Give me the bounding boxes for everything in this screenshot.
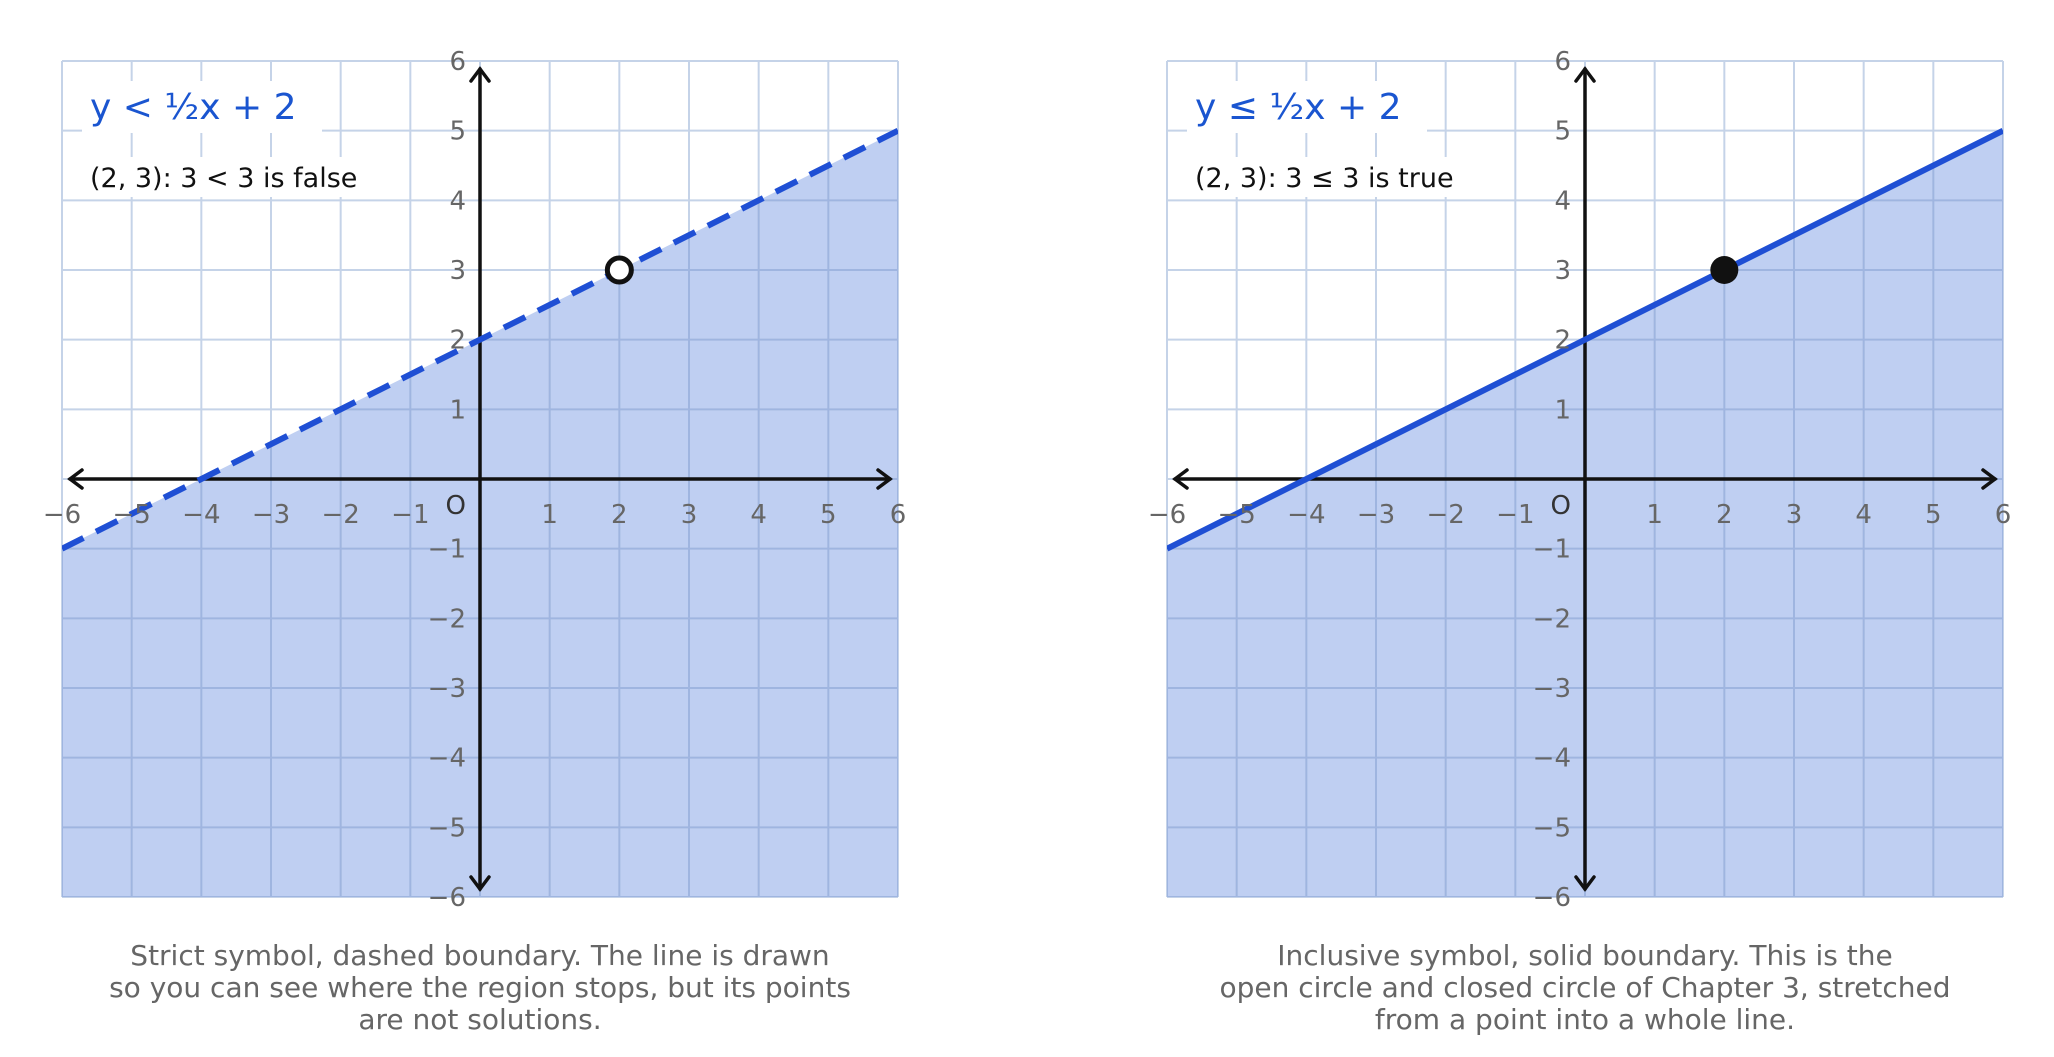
- y-tick-label: 5: [1554, 117, 1571, 147]
- caption-line: from a point into a whole line.: [1374, 1003, 1796, 1036]
- origin-label: O: [1551, 491, 1571, 521]
- caption-strict: Strict symbol, dashed boundary. The line…: [50, 940, 910, 1036]
- closed-circle-point: [1710, 256, 1739, 284]
- x-tick-label: 1: [541, 500, 558, 530]
- y-tick-label: 6: [1554, 47, 1571, 77]
- panel-inclusive: y ≤ ½x + 2 (2, 3): 3 ≤ 3 is true −6 −5 −4 −3 −…: [1148, 47, 2011, 913]
- y-tick-label: −1: [1533, 535, 1571, 565]
- x-tick-label: 3: [681, 500, 698, 530]
- x-tick-label: 1: [1646, 500, 1663, 530]
- x-tick-label: 5: [1925, 500, 1942, 530]
- x-tick-label: 2: [611, 500, 628, 530]
- y-tick-label: 1: [449, 395, 466, 425]
- caption-line: Strict symbol, dashed boundary. The line…: [130, 939, 830, 972]
- x-tick-label: −5: [113, 500, 151, 530]
- x-tick-label: −2: [322, 500, 360, 530]
- x-axis-right-arrow: [1981, 468, 1998, 490]
- y-tick-label: −6: [428, 883, 466, 913]
- x-tick-label: −4: [182, 500, 220, 530]
- x-tick-label: 4: [1855, 500, 1872, 530]
- title-background: [82, 81, 322, 133]
- test-point-annotation: (2, 3): 3 ≤ 3 is true: [1195, 163, 1454, 194]
- x-tick-label: −4: [1287, 500, 1325, 530]
- caption-line: are not solutions.: [358, 1003, 602, 1036]
- y-tick-label: 2: [449, 326, 466, 356]
- y-tick-label: 3: [449, 256, 466, 286]
- y-tick-label: 3: [1554, 256, 1571, 286]
- graph-title: y < ½x + 2: [90, 87, 297, 128]
- y-tick-label: 4: [449, 186, 466, 216]
- y-tick-label: −5: [428, 813, 466, 843]
- x-tick-label: −6: [1148, 500, 1186, 530]
- y-tick-label: −5: [1533, 813, 1571, 843]
- x-tick-label: 6: [890, 500, 907, 530]
- x-tick-label: −1: [1496, 500, 1534, 530]
- annotation-background: [1187, 157, 1507, 197]
- origin-label: O: [446, 491, 466, 521]
- graph-title: y ≤ ½x + 2: [1195, 87, 1402, 128]
- caption-line: so you can see where the region stops, b…: [109, 971, 851, 1004]
- x-axis-left-arrow: [67, 468, 84, 490]
- y-tick-label: 6: [449, 47, 466, 77]
- caption-line: open circle and closed circle of Chapter…: [1219, 971, 1951, 1004]
- y-tick-label: −4: [428, 744, 466, 774]
- x-axis-right-arrow: [876, 468, 893, 490]
- y-tick-label: −1: [428, 535, 466, 565]
- x-tick-label: −1: [391, 500, 429, 530]
- open-circle-point: [604, 255, 634, 285]
- y-tick-label: 2: [1554, 326, 1571, 356]
- y-tick-label: 5: [449, 117, 466, 147]
- y-tick-label: −3: [428, 674, 466, 704]
- test-point-annotation: (2, 3): 3 < 3 is false: [90, 163, 357, 194]
- y-axis-top-arrow: [1574, 66, 1596, 83]
- panel-strict: y < ½x + 2 (2, 3): 3 < 3 is false −6 −5 −4 −3…: [43, 47, 906, 913]
- x-tick-label: −2: [1427, 500, 1465, 530]
- y-tick-label: 1: [1554, 395, 1571, 425]
- x-tick-label: −3: [252, 500, 290, 530]
- y-tick-label: −2: [428, 604, 466, 634]
- y-tick-label: −2: [1533, 604, 1571, 634]
- x-tick-label: 4: [750, 500, 767, 530]
- y-tick-label: −4: [1533, 744, 1571, 774]
- y-axis-bottom-arrow: [469, 875, 491, 892]
- x-axis-left-arrow: [1172, 468, 1189, 490]
- x-tick-label: 5: [820, 500, 837, 530]
- y-tick-label: −3: [1533, 674, 1571, 704]
- y-axis-bottom-arrow: [1574, 875, 1596, 892]
- y-tick-label: 4: [1554, 186, 1571, 216]
- y-tick-label: −6: [1533, 883, 1571, 913]
- x-tick-label: 6: [1995, 500, 2012, 530]
- y-axis-top-arrow: [469, 66, 491, 83]
- annotation-background: [82, 157, 402, 197]
- x-tick-label: 3: [1786, 500, 1803, 530]
- caption-line: Inclusive symbol, solid boundary. This i…: [1277, 939, 1893, 972]
- boundary-line: [62, 127, 898, 552]
- x-tick-label: −3: [1357, 500, 1395, 530]
- x-tick-label: 2: [1716, 500, 1733, 530]
- title-background: [1187, 81, 1427, 133]
- x-tick-label: −6: [43, 500, 81, 530]
- boundary-line: [1167, 127, 2003, 552]
- x-tick-label: −5: [1218, 500, 1256, 530]
- caption-inclusive: Inclusive symbol, solid boundary. This i…: [1155, 940, 2015, 1036]
